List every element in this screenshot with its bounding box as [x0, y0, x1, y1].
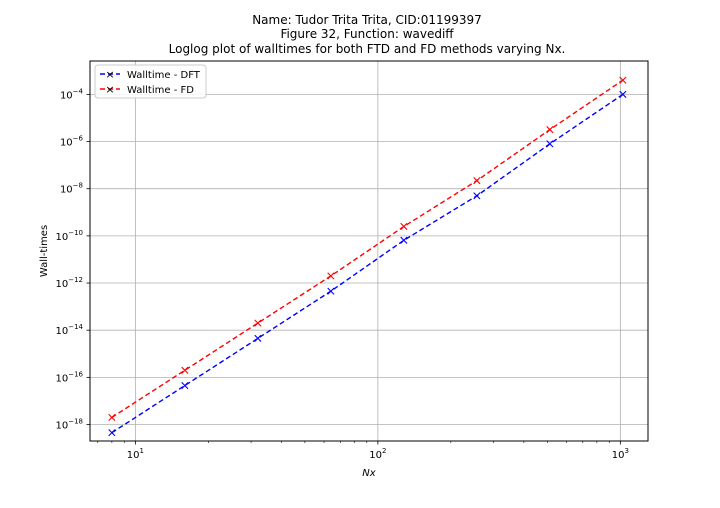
series-1-point	[254, 319, 262, 327]
legend: × Walltime - DFT × Walltime - FD	[94, 64, 207, 99]
marker-stroke	[181, 366, 189, 374]
marker-stroke	[546, 126, 554, 134]
marker-stroke	[327, 287, 335, 295]
marker-stroke	[473, 177, 481, 185]
x-tick-label: 101	[127, 447, 144, 461]
series-1-point	[400, 222, 408, 231]
y-tick-label: 10−14	[55, 323, 83, 337]
y-tick-label: 10−10	[55, 229, 83, 243]
series-0-point	[254, 334, 262, 342]
legend-label-fd: Walltime - FD	[127, 85, 194, 96]
x-tick-label: 103	[612, 447, 629, 461]
x-tick-label: 102	[369, 447, 386, 461]
marker-stroke	[546, 140, 554, 148]
marker-stroke	[400, 236, 408, 244]
series-1-point	[619, 76, 627, 84]
marker-stroke	[254, 319, 262, 327]
marker-stroke	[619, 76, 627, 84]
series-layer	[108, 76, 627, 437]
legend-frame	[94, 64, 207, 99]
y-tick-label: 10−8	[60, 182, 83, 196]
series-0-point	[327, 287, 335, 295]
x-axis-label: Nx	[362, 468, 375, 479]
marker-stroke	[327, 272, 335, 280]
legend-label-dft: Walltime - DFT	[127, 70, 201, 81]
y-tick-label: 10−12	[55, 276, 83, 290]
series-1-point	[546, 126, 554, 134]
marker-stroke	[108, 413, 116, 422]
series-0-point	[108, 429, 116, 437]
marker-stroke	[254, 334, 262, 342]
series-1-point	[473, 177, 481, 185]
y-tick-label: 10−6	[60, 135, 84, 149]
title-line-1: Name: Tudor Trita Trita, CID:01199397	[252, 13, 482, 27]
ticks: 101 102 103 10−18 10−16 10−14 10−12 10−10 10−8 10…	[55, 87, 628, 461]
grid	[90, 61, 648, 441]
chart-title: Name: Tudor Trita Trita, CID:01199397 Fi…	[169, 13, 566, 56]
plot-frame	[89, 60, 649, 442]
series-line-0	[111, 93, 624, 434]
marker-stroke	[181, 381, 189, 390]
series-1-point	[327, 272, 335, 280]
series-0-point	[400, 236, 408, 244]
y-axis-label: Wall-times	[39, 225, 50, 277]
series-line-1	[111, 79, 624, 419]
marker-stroke	[400, 222, 408, 231]
marker-stroke	[619, 90, 627, 98]
series-0-point	[546, 140, 554, 148]
y-tick-label: 10−18	[55, 418, 83, 432]
series-1-point	[181, 366, 189, 374]
series-0-point	[181, 381, 189, 390]
y-tick-label: 10−16	[55, 370, 83, 384]
title-line-2: Figure 32, Function: wavediff	[280, 27, 454, 41]
legend-marker-fd: ×	[105, 83, 114, 96]
series-1-point	[108, 413, 116, 422]
series-0-point	[473, 192, 481, 200]
y-tick-label: 10−4	[60, 87, 84, 101]
marker-stroke	[473, 192, 481, 200]
marker-stroke	[108, 429, 116, 437]
title-line-3: Loglog plot of walltimes for both FTD an…	[169, 42, 566, 56]
legend-marker-dft: ×	[105, 68, 114, 81]
series-0-point	[619, 90, 627, 98]
